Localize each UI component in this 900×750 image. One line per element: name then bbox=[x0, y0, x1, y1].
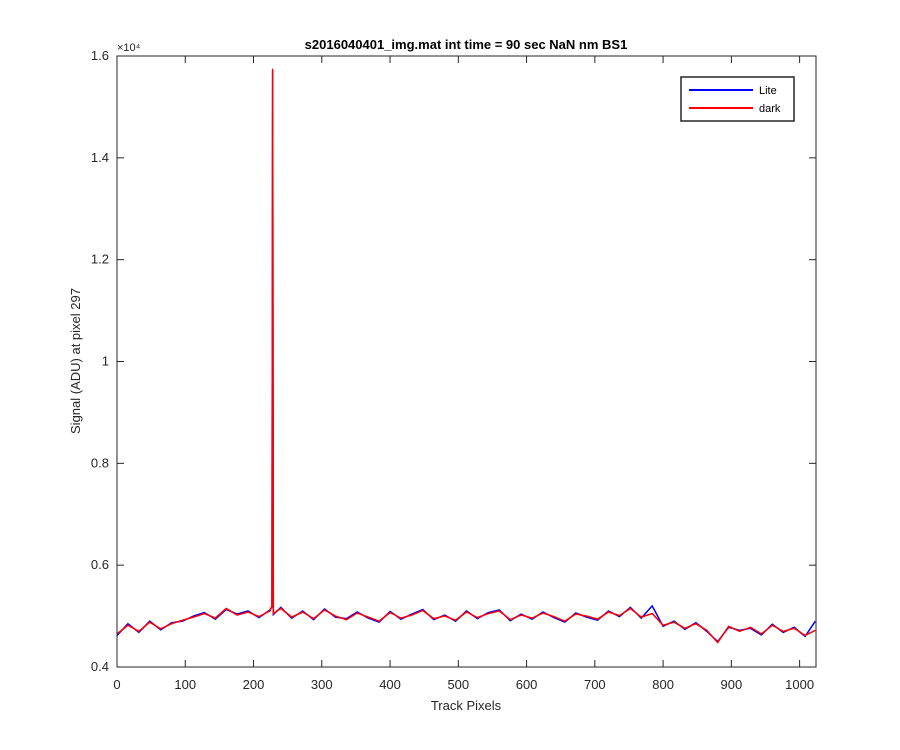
x-tick-label: 0 bbox=[113, 677, 120, 692]
y-tick-label: 0.8 bbox=[91, 455, 109, 470]
y-axis-label: Signal (ADU) at pixel 297 bbox=[68, 288, 83, 434]
x-tick-label: 400 bbox=[379, 677, 401, 692]
x-tick-label: 900 bbox=[721, 677, 743, 692]
legend-label: Lite bbox=[759, 85, 777, 97]
x-tick-label: 600 bbox=[516, 677, 538, 692]
x-tick-label: 200 bbox=[243, 677, 265, 692]
x-axis-label: Track Pixels bbox=[431, 698, 502, 713]
y-tick-label: 1 bbox=[102, 354, 109, 369]
y-tick-label: 1.4 bbox=[91, 150, 109, 165]
x-tick-label: 700 bbox=[584, 677, 606, 692]
y-multiplier: ×10⁴ bbox=[117, 42, 141, 54]
x-tick-label: 300 bbox=[311, 677, 333, 692]
data-line bbox=[116, 68, 816, 644]
legend-box bbox=[680, 76, 795, 122]
chart-title: s2016040401_img.mat int time = 90 sec Na… bbox=[305, 37, 628, 52]
x-tick-label: 1000 bbox=[785, 677, 814, 692]
legend-label: dark bbox=[759, 103, 781, 115]
x-tick-label: 800 bbox=[652, 677, 674, 692]
x-tick-label: 100 bbox=[174, 677, 196, 692]
y-tick-label: 0.4 bbox=[91, 659, 109, 674]
y-tick-label: 0.6 bbox=[91, 557, 109, 572]
x-tick-label: 500 bbox=[447, 677, 469, 692]
y-tick-label: 1.6 bbox=[91, 48, 109, 63]
y-tick-label: 1.2 bbox=[91, 252, 109, 267]
